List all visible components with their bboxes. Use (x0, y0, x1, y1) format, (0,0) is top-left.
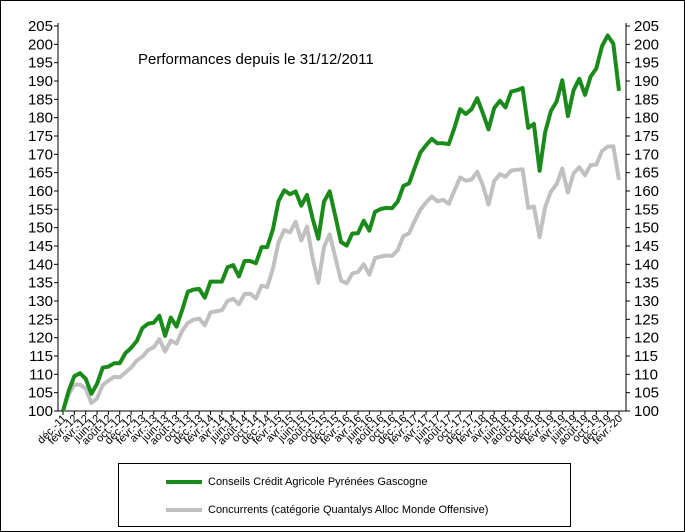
y-tick-left: 130 (28, 293, 53, 310)
chart-plot: Performances depuis le 31/12/2011 100 100… (28, 18, 659, 448)
y-tick-left: 160 (28, 183, 53, 200)
y-tick-right: 110 (634, 366, 658, 383)
y-tick-right: 205 (634, 18, 659, 35)
legend-label-series-1: Conseils Crédit Agricole Pyrénées Gascog… (208, 476, 428, 488)
y-tick-left: 155 (28, 201, 53, 218)
y-tick-right: 150 (634, 220, 659, 237)
y-tick-right: 175 (634, 128, 659, 145)
y-tick-left: 170 (28, 146, 53, 163)
y-tick-right: 195 (634, 55, 659, 72)
y-tick-right: 165 (634, 165, 659, 182)
y-tick-right: 105 (634, 385, 659, 402)
y-tick-right: 155 (634, 201, 659, 218)
y-tick-right: 190 (634, 73, 659, 90)
y-tick-right: 135 (634, 275, 659, 292)
y-tick-left: 180 (28, 110, 53, 127)
y-tick-left: 120 (28, 330, 53, 347)
y-tick-right: 120 (634, 330, 659, 347)
y-tick-right: 100 (634, 403, 659, 420)
y-tick-left: 100 (28, 403, 53, 420)
y-tick-left: 115 (29, 348, 53, 365)
legend-label-series-2: Concurrents (catégorie Quantalys Alloc M… (208, 504, 489, 516)
y-tick-left: 140 (28, 256, 53, 273)
y-tick-left: 110 (29, 366, 53, 383)
y-tick-left: 185 (28, 91, 53, 108)
y-tick-left: 150 (28, 220, 53, 237)
y-tick-left: 195 (28, 55, 53, 72)
y-tick-left: 200 (28, 36, 53, 53)
legend-item-series-1: Conseils Crédit Agricole Pyrénées Gascog… (119, 472, 428, 492)
y-tick-left: 205 (28, 18, 53, 35)
y-tick-left: 125 (28, 311, 53, 328)
legend: Conseils Crédit Agricole Pyrénées Gascog… (118, 463, 571, 527)
y-tick-right: 145 (634, 238, 659, 255)
y-tick-left: 145 (28, 238, 53, 255)
y-tick-right: 185 (634, 91, 659, 108)
y-tick-right: 160 (634, 183, 659, 200)
y-tick-right: 170 (634, 146, 659, 163)
legend-swatch-series-2 (166, 508, 202, 512)
y-tick-left: 165 (28, 165, 53, 182)
y-tick-right: 180 (634, 110, 659, 127)
legend-item-series-2: Concurrents (catégorie Quantalys Alloc M… (119, 500, 488, 520)
legend-swatch-series-1 (166, 480, 202, 484)
y-tick-left: 190 (28, 73, 53, 90)
y-tick-left: 175 (28, 128, 53, 145)
series-line-1 (61, 33, 621, 412)
series-line-2 (61, 144, 621, 412)
y-tick-right: 115 (634, 348, 658, 365)
y-tick-left: 105 (28, 385, 53, 402)
y-tick-right: 140 (634, 256, 659, 273)
y-tick-right: 125 (634, 311, 659, 328)
y-tick-left: 135 (28, 275, 53, 292)
y-tick-right: 200 (634, 36, 659, 53)
chart-title: Performances depuis le 31/12/2011 (138, 51, 374, 68)
y-tick-right: 130 (634, 293, 659, 310)
